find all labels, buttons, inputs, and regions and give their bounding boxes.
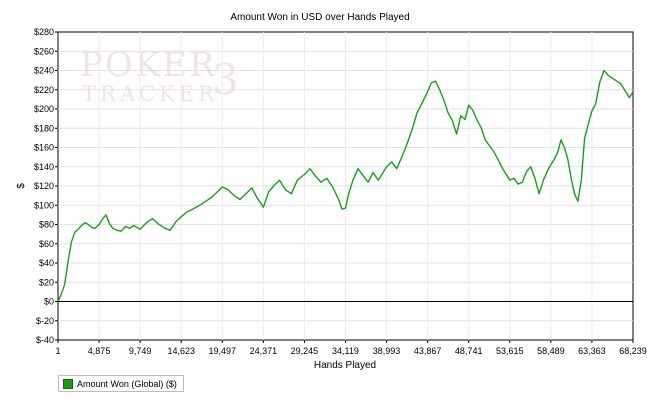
x-tick-label: 58,489 <box>537 346 565 356</box>
series-line-amount-won <box>57 69 634 302</box>
x-tick-label: 68,239 <box>619 346 647 356</box>
y-tick-label: $260 <box>34 46 54 56</box>
legend-label-amount-won: Amount Won (Global) ($) <box>77 378 177 389</box>
y-tick-label: $180 <box>34 123 54 133</box>
chart-legend: Amount Won (Global) ($) <box>58 375 184 392</box>
legend-swatch-amount-won <box>63 378 73 389</box>
y-tick-label: $220 <box>34 85 54 95</box>
y-tick-label: $280 <box>34 27 54 37</box>
chart-title: Amount Won in USD over Hands Played <box>230 12 409 23</box>
y-tick-label: $40 <box>39 258 54 268</box>
y-axis-title: $ <box>16 183 27 189</box>
y-tick-label: $-40 <box>36 335 54 345</box>
y-tick-label: $140 <box>34 162 54 172</box>
x-tick-label: 14,623 <box>167 346 195 356</box>
x-tick-label: 19,497 <box>209 346 237 356</box>
x-tick-label: 1 <box>55 346 60 356</box>
x-tick-label: 4,875 <box>88 346 111 356</box>
y-tick-label: $60 <box>39 239 54 249</box>
y-tick-label: $80 <box>39 220 54 230</box>
series-layer <box>57 69 634 302</box>
y-tick-label: $0 <box>44 297 54 307</box>
y-tick-label: $120 <box>34 181 54 191</box>
y-tick-label: $160 <box>34 143 54 153</box>
x-tick-label: 38,993 <box>373 346 401 356</box>
x-tick-label: 53,615 <box>496 346 524 356</box>
y-axis-ticks: $280 $260 $240 $220 $200 $180 $160 $140 $120 $100… <box>34 27 58 345</box>
x-tick-label: 24,371 <box>250 346 278 356</box>
x-tick-label: 63,363 <box>578 346 606 356</box>
pokertracker-watermark: POKER TRACKER 3 <box>80 45 239 106</box>
y-tick-label: $100 <box>34 200 54 210</box>
x-axis-ticks: 1 4,875 9,749 14,623 19,497 24,371 29,245 34,11… <box>55 340 647 356</box>
watermark-logo-line2: TRACKER <box>82 82 218 106</box>
watermark-logo-mark: 3 <box>212 55 239 104</box>
y-tick-label: $20 <box>39 277 54 287</box>
x-axis-title: Hands Played <box>314 360 376 371</box>
y-tick-label: $240 <box>34 66 54 76</box>
x-tick-label: 9,749 <box>129 346 152 356</box>
y-tick-label: $200 <box>34 104 54 114</box>
x-tick-label: 34,119 <box>332 346 359 356</box>
x-tick-label: 48,741 <box>455 346 483 356</box>
x-tick-label: 43,867 <box>414 346 442 356</box>
y-tick-label: $-20 <box>36 316 54 326</box>
x-tick-label: 29,245 <box>291 346 319 356</box>
